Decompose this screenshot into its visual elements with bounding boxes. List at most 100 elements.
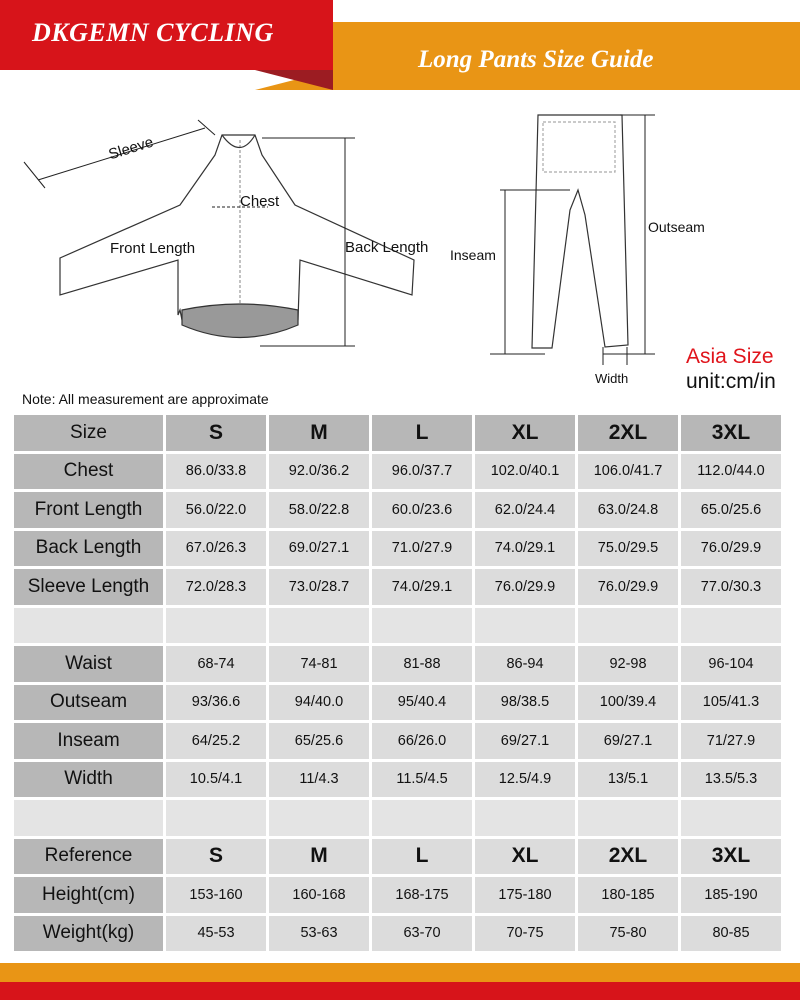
table-cell: 62.0/24.4 <box>475 492 575 528</box>
table-cell <box>681 607 781 643</box>
table-cell: 69.0/27.1 <box>269 530 369 566</box>
table-cell <box>269 800 369 836</box>
table-cell: 56.0/22.0 <box>166 492 266 528</box>
footer-orange-bar <box>0 963 800 982</box>
table-cell: 168-175 <box>372 877 472 913</box>
table-cell: 112.0/44.0 <box>681 453 781 489</box>
table-cell: 12.5/4.9 <box>475 761 575 797</box>
row-label: Waist <box>14 646 163 682</box>
brand-banner: DKGEMN CYCLING <box>0 0 333 70</box>
table-cell: 100/39.4 <box>578 684 678 720</box>
row-label <box>14 800 163 836</box>
row-label: Chest <box>14 453 163 489</box>
table-cell: 74.0/29.1 <box>372 569 472 605</box>
brand-logo: DKGEMN CYCLING <box>32 18 274 47</box>
table-cell: 75-80 <box>578 915 678 951</box>
table-cell: 58.0/22.8 <box>269 492 369 528</box>
table-cell: 10.5/4.1 <box>166 761 266 797</box>
jersey-measure-lines <box>23 119 355 347</box>
table-cell: S <box>166 838 266 874</box>
table-row: Weight(kg) 45-53 53-63 63-70 70-75 75-80 80-85 <box>14 915 781 951</box>
size-table: Size S M L XL 2XL 3XL Chest 86.0/33.8 92.0/36.2 96… <box>11 412 784 954</box>
back-length-label: Back Length <box>345 239 429 256</box>
table-cell: 160-168 <box>269 877 369 913</box>
width-label: Width <box>595 371 629 386</box>
table-cell: 98/38.5 <box>475 684 575 720</box>
table-cell: 92-98 <box>578 646 678 682</box>
table-cell: 65/25.6 <box>269 723 369 759</box>
row-label: Outseam <box>14 684 163 720</box>
table-cell: 63-70 <box>372 915 472 951</box>
table-row: Outseam 93/36.6 94/40.0 95/40.4 98/38.5 100/3… <box>14 684 781 720</box>
table-cell: 63.0/24.8 <box>578 492 678 528</box>
unit-label: unit:cm/in <box>686 370 776 393</box>
table-cell: 76.0/29.9 <box>578 569 678 605</box>
table-cell: 45-53 <box>166 915 266 951</box>
table-cell <box>372 800 472 836</box>
table-cell: 185-190 <box>681 877 781 913</box>
row-label: Height(cm) <box>14 877 163 913</box>
table-cell <box>166 607 266 643</box>
table-row: Width 10.5/4.1 11/4.3 11.5/4.5 12.5/4.9 13/5.… <box>14 761 781 797</box>
table-cell: 73.0/28.7 <box>269 569 369 605</box>
table-cell: 13.5/5.3 <box>681 761 781 797</box>
table-cell: 11.5/4.5 <box>372 761 472 797</box>
table-cell: 53-63 <box>269 915 369 951</box>
table-cell: 106.0/41.7 <box>578 453 678 489</box>
table-cell: 69/27.1 <box>475 723 575 759</box>
table-cell: 2XL <box>578 415 678 451</box>
table-cell: 13/5.1 <box>578 761 678 797</box>
table-cell: 105/41.3 <box>681 684 781 720</box>
title-banner: Long Pants Size Guide <box>333 22 800 90</box>
table-cell: 175-180 <box>475 877 575 913</box>
table-cell: M <box>269 415 369 451</box>
row-label: Size <box>14 415 163 451</box>
note-text: Note: All measurement are approximate <box>22 391 269 407</box>
table-cell: 74-81 <box>269 646 369 682</box>
table-cell: 71/27.9 <box>681 723 781 759</box>
table-cell: 180-185 <box>578 877 678 913</box>
garment-diagrams <box>23 114 655 365</box>
table-cell: 86-94 <box>475 646 575 682</box>
table-cell: 96-104 <box>681 646 781 682</box>
spacer-row <box>14 607 781 643</box>
table-cell: 80-85 <box>681 915 781 951</box>
banner-fold-shadow <box>255 70 333 90</box>
table-cell: L <box>372 838 472 874</box>
table-cell: S <box>166 415 266 451</box>
table-cell: 75.0/29.5 <box>578 530 678 566</box>
table-cell <box>166 800 266 836</box>
table-cell: XL <box>475 415 575 451</box>
row-label: Reference <box>14 838 163 874</box>
table-cell: 60.0/23.6 <box>372 492 472 528</box>
row-label: Back Length <box>14 530 163 566</box>
table-cell: 94/40.0 <box>269 684 369 720</box>
table-cell: 95/40.4 <box>372 684 472 720</box>
table-cell: 74.0/29.1 <box>475 530 575 566</box>
table-cell: 76.0/29.9 <box>475 569 575 605</box>
table-row: Sleeve Length 72.0/28.3 73.0/28.7 74.0/29.1… <box>14 569 781 605</box>
reference-header-row: Reference S M L XL 2XL 3XL <box>14 838 781 874</box>
table-cell: 86.0/33.8 <box>166 453 266 489</box>
table-cell: 71.0/27.9 <box>372 530 472 566</box>
table-cell <box>372 607 472 643</box>
row-label: Inseam <box>14 723 163 759</box>
table-cell: 66/26.0 <box>372 723 472 759</box>
front-length-label: Front Length <box>110 240 196 257</box>
row-label: Sleeve Length <box>14 569 163 605</box>
table-cell: 72.0/28.3 <box>166 569 266 605</box>
asia-size-label: Asia Size <box>686 345 774 368</box>
table-cell: 11/4.3 <box>269 761 369 797</box>
table-cell: 96.0/37.7 <box>372 453 472 489</box>
chest-label: Chest <box>240 193 280 210</box>
table-cell: 64/25.2 <box>166 723 266 759</box>
table-cell: XL <box>475 838 575 874</box>
table-cell: 93/36.6 <box>166 684 266 720</box>
row-label: Width <box>14 761 163 797</box>
footer-red-bar <box>0 982 800 1000</box>
row-label: Weight(kg) <box>14 915 163 951</box>
table-cell: L <box>372 415 472 451</box>
page-title: Long Pants Size Guide <box>418 46 654 73</box>
inseam-label: Inseam <box>450 247 496 263</box>
table-cell: 102.0/40.1 <box>475 453 575 489</box>
